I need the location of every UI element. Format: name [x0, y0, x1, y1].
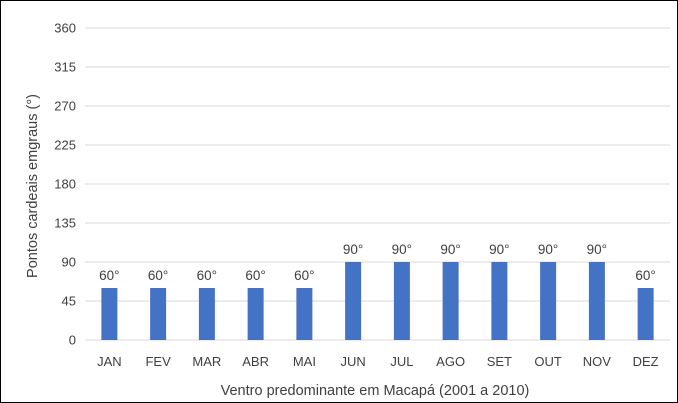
y-tick-label: 135 [54, 216, 76, 231]
x-tick-label: JUN [340, 354, 365, 369]
y-tick-label: 270 [54, 99, 76, 114]
bar [442, 262, 459, 340]
data-label: 60° [197, 268, 217, 283]
gridlines [85, 27, 670, 341]
data-label: 90° [392, 242, 412, 257]
data-label: 60° [148, 268, 168, 283]
bar [491, 262, 508, 340]
x-tick-label: OUT [534, 354, 562, 369]
data-label: 90° [538, 242, 558, 257]
bar [345, 262, 362, 340]
y-tick-label: 180 [54, 177, 76, 192]
x-tick-label: MAI [293, 354, 316, 369]
bar [198, 288, 215, 340]
x-tick-label: ABR [242, 354, 269, 369]
y-tick-label: 225 [54, 138, 76, 153]
x-axis-ticks: JAN FEV MAR ABR MAI JUN JUL AGO SET OUT NOV DEZ [97, 354, 659, 369]
x-tick-label: FEV [145, 354, 171, 369]
data-labels: 60° 60° 60° 60° 60° 90° 90° 90° 90° 90° 90° 60° [99, 242, 656, 283]
data-label: 60° [99, 268, 119, 283]
data-label: 90° [587, 242, 607, 257]
bar [296, 288, 313, 340]
y-tick-label: 315 [54, 60, 76, 75]
bars [101, 262, 654, 340]
x-tick-label: DEZ [633, 354, 659, 369]
x-tick-label: JUL [390, 354, 413, 369]
bar [588, 262, 605, 340]
y-tick-label: 90 [62, 255, 76, 270]
y-tick-label: 0 [69, 333, 76, 348]
y-tick-label: 360 [54, 21, 76, 36]
data-label: 60° [635, 268, 655, 283]
x-tick-label: SET [487, 354, 512, 369]
bar [101, 288, 118, 340]
bar [637, 288, 654, 340]
data-label: 90° [489, 242, 509, 257]
x-tick-label: NOV [583, 354, 612, 369]
x-tick-label: MAR [192, 354, 221, 369]
bar [393, 262, 410, 340]
y-tick-label: 45 [62, 294, 76, 309]
bar [150, 288, 167, 340]
bar [247, 288, 264, 340]
bar [540, 262, 557, 340]
data-label: 90° [440, 242, 460, 257]
data-label: 90° [343, 242, 363, 257]
x-axis-title: Ventro predominante em Macapá (2001 a 20… [221, 383, 530, 399]
data-label: 60° [294, 268, 314, 283]
x-tick-label: AGO [436, 354, 465, 369]
y-axis-ticks: 0 45 90 135 180 225 270 315 360 [54, 21, 76, 348]
data-label: 60° [245, 268, 265, 283]
x-tick-label: JAN [97, 354, 122, 369]
y-axis-title: Pontos cardeais emgraus (°) [25, 94, 41, 278]
